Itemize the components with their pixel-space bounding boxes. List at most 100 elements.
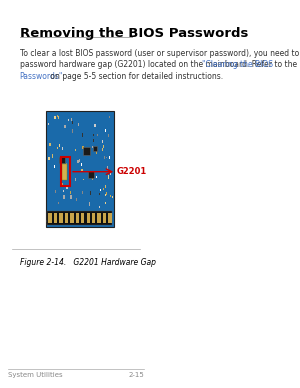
Bar (81, 213, 85, 223)
Bar (51, 184, 52, 185)
Bar (93, 134, 94, 136)
Bar (88, 171, 94, 178)
Bar (96, 176, 97, 178)
Bar (63, 218, 64, 221)
Bar (105, 185, 106, 187)
Text: Figure 2-14.   G2201 Hardware Gap: Figure 2-14. G2201 Hardware Gap (20, 258, 156, 267)
Bar (103, 145, 104, 148)
Bar (88, 153, 89, 156)
Bar (76, 198, 77, 201)
Bar (105, 128, 106, 132)
Bar (103, 213, 106, 223)
Bar (99, 206, 100, 208)
Text: "Clearing the BIOS: "Clearing the BIOS (202, 60, 273, 69)
Text: on page 5-5 section for detailed instructions.: on page 5-5 section for detailed instruc… (48, 72, 223, 81)
Bar (92, 213, 95, 223)
Bar (62, 211, 63, 215)
Bar (102, 148, 103, 151)
Bar (111, 214, 112, 216)
Bar (75, 178, 76, 181)
Bar (82, 133, 83, 137)
Bar (78, 123, 79, 126)
Bar (93, 139, 94, 142)
Bar (90, 174, 91, 177)
Bar (55, 191, 56, 192)
Bar (70, 195, 72, 199)
Bar (92, 146, 93, 148)
Bar (98, 213, 101, 223)
Bar (71, 118, 72, 121)
Bar (93, 146, 98, 151)
Bar (76, 213, 79, 223)
Bar (83, 147, 90, 155)
Bar (62, 177, 64, 180)
Bar (57, 115, 59, 117)
Bar (81, 163, 82, 166)
Bar (82, 191, 83, 194)
Bar (54, 165, 56, 168)
Bar (109, 156, 110, 159)
Bar (70, 213, 74, 223)
Bar (110, 172, 112, 175)
Bar (61, 168, 62, 170)
Bar (61, 157, 70, 186)
Text: password hardware gap (G2201) located on the mainboard. Refer to the: password hardware gap (G2201) located on… (20, 60, 299, 69)
Bar (88, 148, 89, 150)
Bar (62, 183, 63, 186)
Bar (75, 149, 76, 151)
Text: 2-15: 2-15 (128, 372, 144, 378)
Bar (108, 133, 109, 137)
Bar (54, 213, 57, 223)
Bar (82, 146, 83, 149)
Text: To clear a lost BIOS password (user or supervisor password), you need to short t: To clear a lost BIOS password (user or s… (20, 48, 300, 57)
Bar (52, 155, 53, 157)
Bar (108, 213, 112, 223)
Bar (108, 175, 109, 178)
Bar (94, 123, 95, 127)
Bar (86, 213, 90, 223)
Text: Passwords": Passwords" (20, 72, 63, 81)
Bar (58, 203, 59, 204)
Bar (66, 186, 68, 189)
Bar (59, 215, 60, 217)
Bar (66, 163, 67, 165)
Text: System Utilities: System Utilities (8, 372, 62, 378)
Bar (81, 169, 83, 172)
Bar (102, 140, 103, 143)
Bar (108, 126, 109, 128)
Bar (90, 191, 91, 195)
Bar (72, 121, 73, 124)
Bar (85, 217, 86, 220)
Bar (52, 154, 53, 158)
Bar (65, 213, 68, 223)
Bar (76, 220, 77, 224)
Bar (48, 213, 52, 223)
Text: Removing the BIOS Passwords: Removing the BIOS Passwords (20, 27, 248, 40)
Bar (63, 195, 65, 199)
Bar (48, 157, 50, 160)
Bar (103, 156, 105, 159)
Bar (95, 151, 97, 154)
Bar (46, 111, 114, 227)
Bar (48, 123, 49, 125)
Text: G2201: G2201 (117, 167, 147, 176)
Bar (83, 178, 84, 180)
Bar (105, 202, 106, 204)
Bar (59, 144, 60, 147)
Bar (112, 196, 113, 199)
Bar (72, 129, 74, 133)
Bar (62, 147, 63, 150)
Bar (77, 160, 79, 163)
Bar (59, 157, 65, 163)
Bar (63, 190, 64, 192)
Bar (89, 202, 90, 206)
Bar (62, 164, 68, 180)
Bar (64, 125, 66, 128)
Bar (49, 143, 51, 146)
Bar (46, 220, 47, 222)
Bar (97, 134, 98, 136)
Bar (106, 192, 107, 195)
Bar (59, 213, 63, 223)
Bar (107, 166, 108, 169)
Bar (105, 194, 106, 196)
